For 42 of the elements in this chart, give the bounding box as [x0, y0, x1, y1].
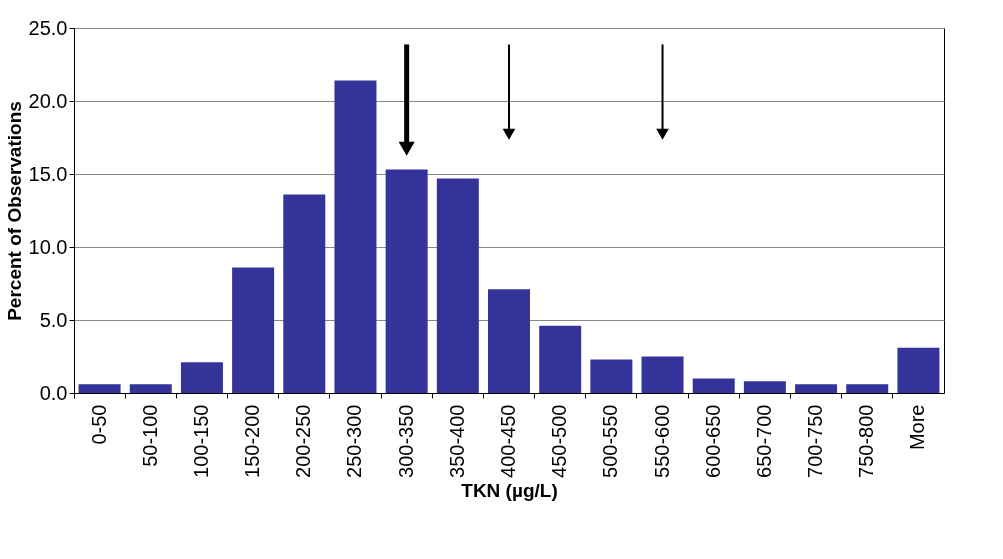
x-tick-label: 600-650	[701, 404, 724, 478]
bar	[743, 381, 786, 393]
bar	[590, 359, 633, 393]
x-tick-label: 700-750	[804, 404, 827, 478]
y-tick-label: 20.0	[28, 89, 68, 112]
x-tick-label: 0-50	[87, 404, 110, 445]
bar	[334, 80, 377, 393]
x-tick-label: 750-800	[855, 404, 878, 478]
x-tick-label: 400-450	[497, 404, 519, 478]
x-tick-label: 650-700	[752, 404, 775, 478]
bar	[846, 384, 889, 393]
y-tick-label: 0.0	[39, 381, 68, 404]
y-tick-label: 25.0	[28, 16, 68, 39]
x-tick-label: 350-400	[445, 404, 468, 478]
bar	[795, 384, 838, 393]
bar	[488, 289, 530, 393]
bar	[180, 362, 223, 393]
x-tick-label: 500-550	[599, 404, 622, 478]
y-axis-title: Percent of Observations	[3, 101, 25, 321]
x-tick-label: 150-200	[241, 404, 264, 478]
bar	[385, 169, 428, 393]
x-tick-label: 450-500	[548, 404, 571, 478]
bar	[692, 378, 735, 393]
x-tick-label: 50-100	[138, 404, 161, 467]
bar	[129, 384, 172, 393]
bar	[897, 347, 940, 393]
x-tick-label: 250-300	[343, 404, 366, 478]
x-tick-label: More	[906, 404, 929, 451]
x-tick-label: 550-600	[650, 404, 673, 478]
x-tick-label: 300-350	[394, 404, 417, 478]
y-tick-label: 15.0	[28, 162, 68, 185]
bar	[539, 325, 582, 393]
bar	[283, 194, 326, 393]
y-tick-label: 5.0	[39, 308, 68, 331]
x-tick-label: 200-250	[292, 404, 315, 478]
x-tick-label: 100-150	[189, 404, 212, 478]
bar	[78, 384, 121, 393]
bar	[641, 356, 684, 393]
bar	[436, 178, 479, 393]
bar	[232, 267, 275, 393]
y-tick-label: 10.0	[28, 235, 68, 258]
x-axis-title: TKN (µg/L)	[461, 479, 558, 501]
